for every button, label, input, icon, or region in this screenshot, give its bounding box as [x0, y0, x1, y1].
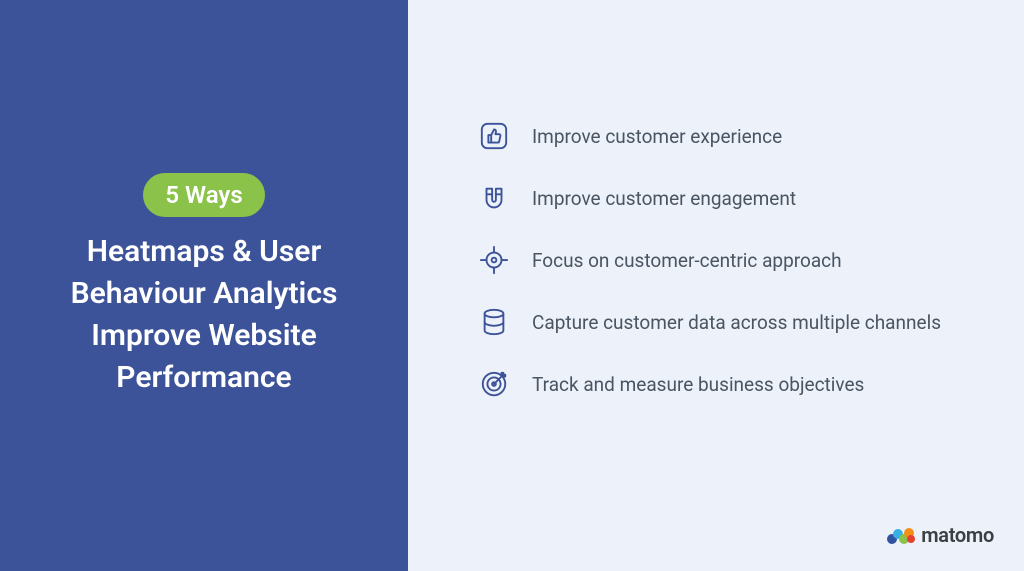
magnet-icon [478, 182, 510, 214]
list-item: Capture customer data across multiple ch… [478, 306, 974, 338]
crosshair-icon [478, 244, 510, 276]
list-item: Focus on customer-centric approach [478, 244, 974, 276]
matomo-logo: matomo [887, 523, 994, 547]
item-label: Improve customer engagement [532, 187, 796, 210]
items-list: Improve customer experience Improve cust… [478, 120, 974, 400]
item-label: Improve customer experience [532, 125, 782, 148]
item-label: Focus on customer-centric approach [532, 249, 842, 272]
item-label: Capture customer data across multiple ch… [532, 311, 941, 334]
database-icon [478, 306, 510, 338]
main-title: Heatmaps & User Behaviour Analytics Impr… [44, 231, 364, 399]
thumbs-up-icon [478, 120, 510, 152]
left-panel: 5 Ways Heatmaps & User Behaviour Analyti… [0, 0, 408, 571]
logo-text: matomo [921, 523, 994, 547]
list-item: Improve customer experience [478, 120, 974, 152]
badge-5-ways: 5 Ways [143, 173, 264, 217]
list-item: Track and measure business objectives [478, 368, 974, 400]
list-item: Improve customer engagement [478, 182, 974, 214]
target-icon [478, 368, 510, 400]
item-label: Track and measure business objectives [532, 373, 864, 396]
logo-mark-icon [887, 526, 915, 544]
right-panel: Improve customer experience Improve cust… [408, 0, 1024, 571]
